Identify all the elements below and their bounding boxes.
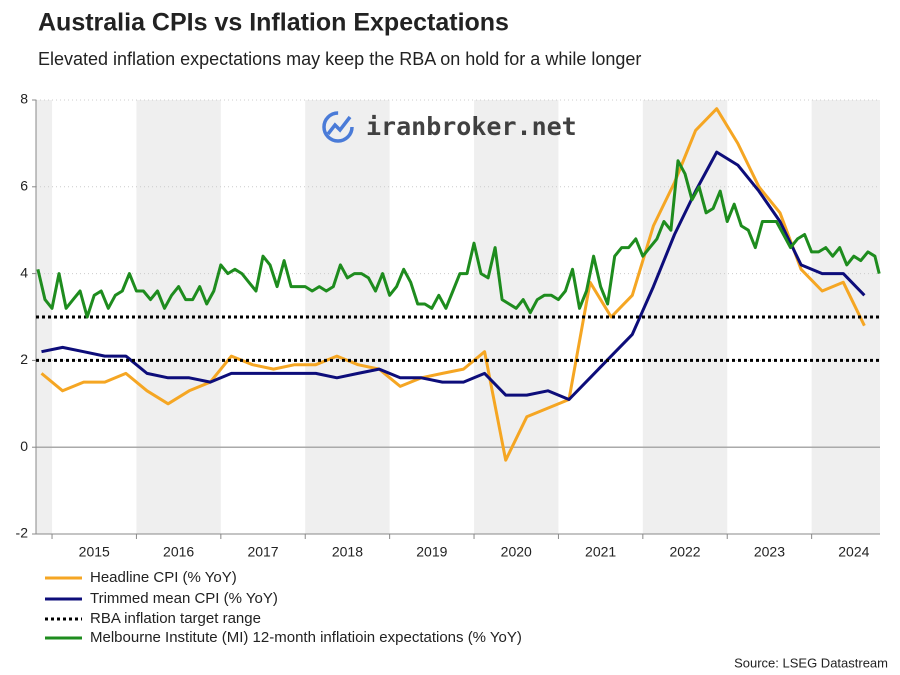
series-line: [41, 150, 866, 401]
y-tick-label: -2: [16, 525, 29, 541]
series-line: [36, 159, 881, 319]
y-tick-label: 2: [20, 351, 28, 367]
year-band: [811, 100, 880, 534]
source: Source: LSEG Datastream: [734, 655, 888, 670]
y-tick-label: 6: [20, 178, 28, 194]
x-tick-label: 2024: [838, 544, 869, 560]
legend-label: Headline CPI (% YoY): [90, 569, 237, 586]
legend-label: Melbourne Institute (MI) 12-month inflat…: [90, 629, 522, 646]
x-tick-label: 2021: [585, 544, 616, 560]
y-tick-label: 4: [20, 264, 28, 280]
x-tick-label: 2015: [79, 544, 110, 560]
x-tick-label: 2023: [754, 544, 785, 560]
y-tick-label: 0: [20, 438, 28, 454]
series-line: [40, 107, 866, 462]
year-band: [305, 100, 390, 534]
y-tick-label: 8: [20, 91, 28, 107]
chart-title: Australia CPIs vs Inflation Expectations: [38, 9, 509, 37]
watermark-logo: [322, 111, 354, 143]
legend-label: RBA inflation target range: [90, 610, 261, 627]
x-tick-label: 2017: [247, 544, 278, 560]
x-tick-label: 2018: [332, 544, 363, 560]
legend-label: Trimmed mean CPI (% YoY): [90, 590, 278, 607]
x-tick-label: 2022: [669, 544, 700, 560]
x-tick-label: 2016: [163, 544, 194, 560]
plot-area: -2 0 2 4 6 8 2015 2016 2017 2018 2019 2020 2021 2022 2…: [16, 91, 881, 560]
x-tick-label: 2020: [501, 544, 532, 560]
x-tick-label: 2019: [416, 544, 447, 560]
year-band: [136, 100, 221, 534]
watermark: iranbroker.net: [366, 112, 577, 141]
chart-subtitle: Elevated inflation expectations may keep…: [38, 49, 641, 69]
